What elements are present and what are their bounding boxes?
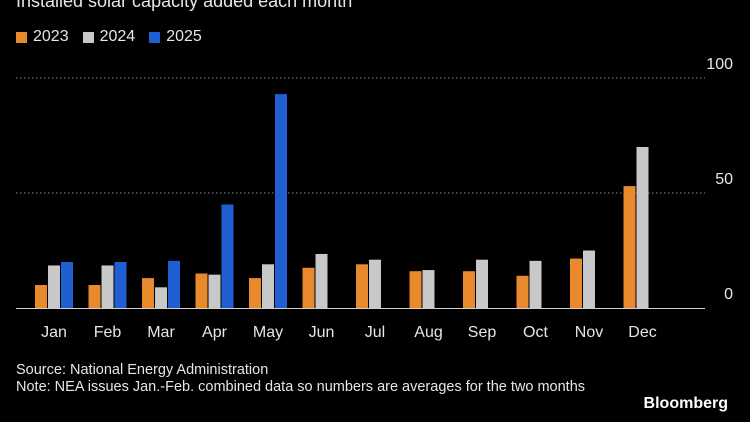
bar-2023-Sep [463, 271, 475, 308]
x-tick-label: Mar [147, 324, 175, 341]
legend-swatch [149, 31, 161, 43]
bar-2023-Apr [195, 273, 208, 308]
x-tick-label: Jul [365, 324, 385, 341]
bar-2025-Jan [61, 262, 73, 308]
x-tick-label: Jan [41, 324, 67, 341]
legend-item-2024: 2024 [82, 28, 136, 46]
bar-2023-Dec [623, 186, 636, 308]
bar-2023-Jun [302, 267, 315, 308]
chart-legend: 2023 2024 2025 [16, 28, 216, 46]
bar-2023-Nov [570, 258, 582, 308]
bar-2024-Dec [636, 147, 649, 308]
bar-2023-Mar [142, 278, 154, 308]
x-tick-label: May [253, 324, 283, 341]
source-note: Source: National Energy Administration [16, 362, 269, 378]
bar-2023-Oct [516, 275, 529, 308]
chart-footnotes: Source: National Energy Administration N… [16, 362, 616, 396]
x-tick-label: Apr [202, 324, 228, 341]
bar-2025-May [275, 94, 287, 308]
x-tick-label: Feb [94, 324, 122, 341]
x-tick-label: Nov [575, 324, 603, 341]
bar-2024-Jun [315, 253, 328, 308]
bar-2023-Aug [409, 271, 422, 308]
legend-swatch [16, 31, 27, 43]
bar-2024-Nov [583, 250, 595, 308]
bar-2024-Mar [155, 287, 167, 308]
chart-title: Installed solar capacity added each mont… [16, 0, 353, 11]
bar-2025-Mar [168, 260, 180, 308]
bar-2024-Jul [369, 259, 381, 308]
bar-2024-May [262, 264, 274, 308]
bar-2024-Aug [422, 270, 435, 308]
bar-chart: 0 50 100 Jan Feb Mar Apr May Jun Jul Aug Sep Oct Nov D… [16, 56, 733, 341]
x-tick-label: Jun [309, 324, 335, 341]
bar-2024-Apr [208, 274, 221, 308]
legend-label: 2023 [33, 28, 69, 45]
bar-2025-Apr [221, 204, 234, 308]
legend-swatch [82, 31, 94, 43]
legend-item-2023: 2023 [16, 28, 69, 46]
bar-2024-Oct [529, 260, 542, 308]
bar-2024-Sep [476, 259, 488, 308]
bar-2024-Feb [101, 265, 114, 308]
x-tick-label: Dec [628, 324, 656, 341]
bar-2023-Jul [356, 264, 368, 308]
bar-2025-Feb [114, 262, 127, 308]
legend-label: 2025 [166, 28, 202, 45]
bar-2023-Jan [35, 285, 47, 308]
bar-2023-May [249, 278, 261, 308]
bloomberg-logo: Bloomberg [643, 395, 728, 412]
y-tick-label: 0 [724, 286, 733, 303]
x-tick-label: Aug [414, 324, 442, 341]
bar-2023-Feb [88, 285, 101, 308]
legend-item-2025: 2025 [149, 28, 202, 46]
x-tick-label: Oct [523, 324, 548, 341]
bar-2024-Jan [48, 265, 60, 308]
x-tick-label: Sep [468, 324, 497, 341]
y-tick-label: 100 [706, 56, 733, 73]
data-note: Note: NEA issues Jan.-Feb. combined data… [16, 379, 586, 395]
legend-label: 2024 [99, 28, 136, 45]
y-tick-label: 50 [715, 171, 733, 188]
